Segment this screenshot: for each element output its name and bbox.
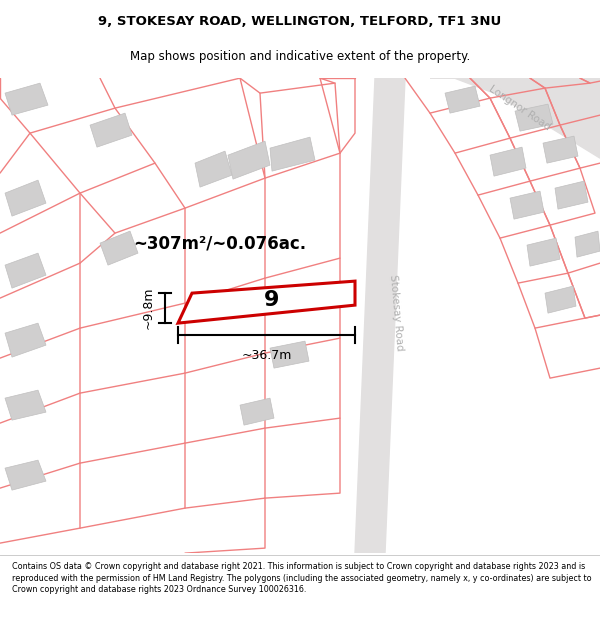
Polygon shape [90,113,132,147]
Polygon shape [355,78,405,553]
Polygon shape [545,286,576,313]
Polygon shape [5,253,46,288]
Polygon shape [515,104,553,131]
Polygon shape [5,180,46,216]
Polygon shape [490,147,526,176]
Polygon shape [228,141,270,179]
Text: 9, STOKESAY ROAD, WELLINGTON, TELFORD, TF1 3NU: 9, STOKESAY ROAD, WELLINGTON, TELFORD, T… [98,16,502,28]
Polygon shape [5,390,46,420]
Polygon shape [5,460,46,490]
Polygon shape [543,136,578,163]
Text: 9: 9 [265,290,280,310]
Polygon shape [100,231,138,265]
Polygon shape [270,137,315,171]
Polygon shape [455,78,600,133]
Text: Contains OS data © Crown copyright and database right 2021. This information is : Contains OS data © Crown copyright and d… [12,562,592,594]
Polygon shape [430,78,600,158]
Polygon shape [527,238,560,266]
Polygon shape [5,83,48,115]
Text: Map shows position and indicative extent of the property.: Map shows position and indicative extent… [130,50,470,62]
Polygon shape [270,341,309,368]
Polygon shape [5,323,46,357]
Text: ~9.8m: ~9.8m [142,287,155,329]
Polygon shape [510,191,544,219]
Polygon shape [178,281,355,323]
Polygon shape [195,151,232,187]
Polygon shape [240,398,274,425]
Text: Longnor Road: Longnor Road [487,84,553,132]
Text: ~307m²/~0.076ac.: ~307m²/~0.076ac. [133,234,307,252]
Polygon shape [555,181,588,209]
Polygon shape [445,86,480,113]
Text: ~36.7m: ~36.7m [241,349,292,362]
Polygon shape [575,231,600,257]
Text: Stokesay Road: Stokesay Road [388,274,404,352]
